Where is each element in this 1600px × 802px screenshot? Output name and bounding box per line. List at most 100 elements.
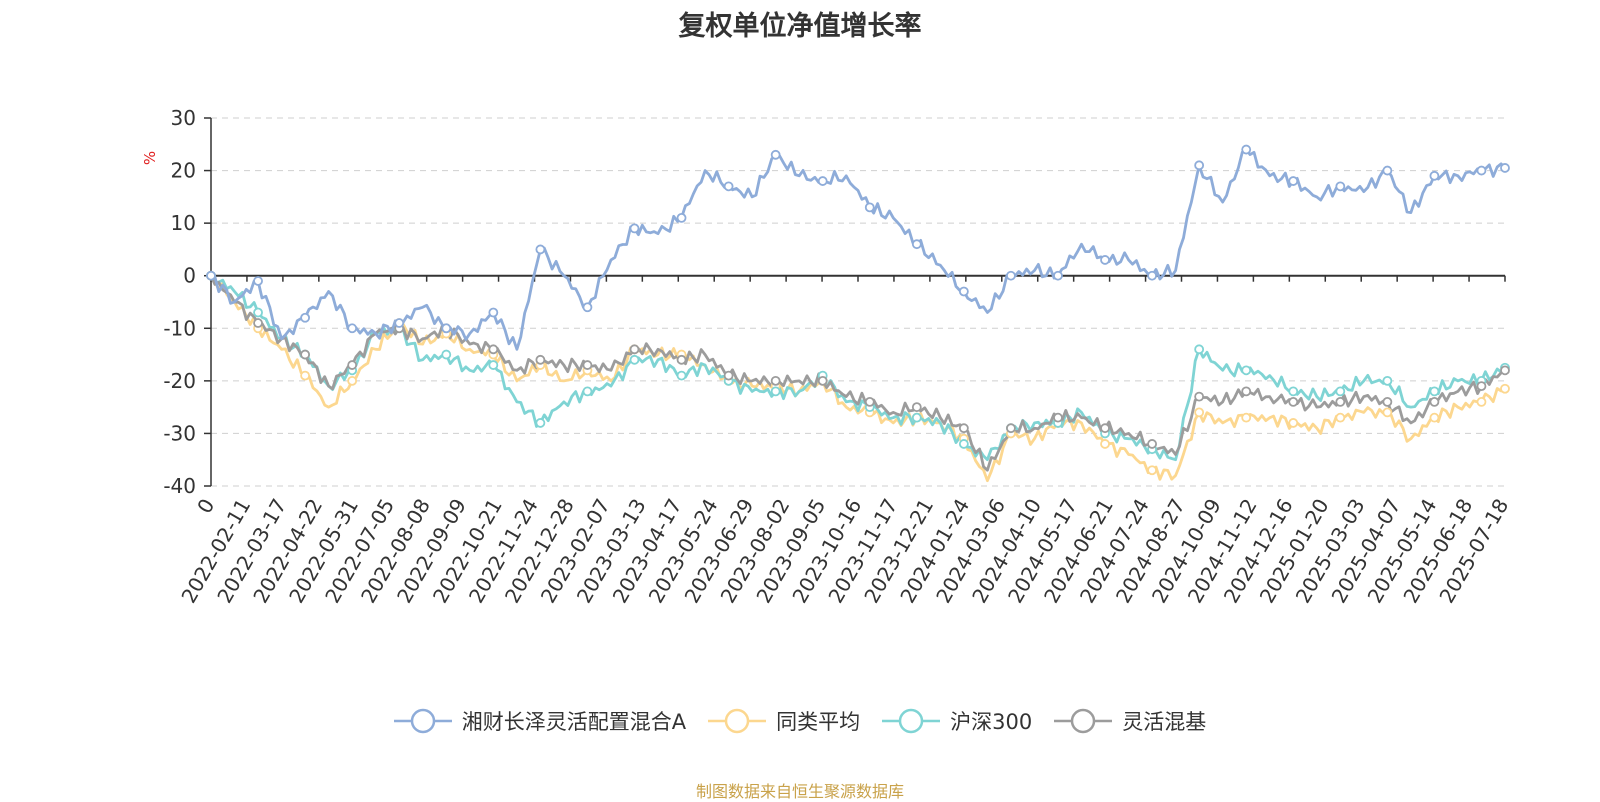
data-point xyxy=(911,412,922,423)
source-note: 制图数据来自恒生聚源数据库 xyxy=(695,782,904,801)
data-point xyxy=(1382,165,1393,176)
data-point xyxy=(676,212,687,223)
data-point xyxy=(676,354,687,365)
legend-item[interactable]: 沪深300 xyxy=(882,706,1032,736)
data-point xyxy=(770,149,781,160)
chart-legend: 湘财长泽灵活配置混合A 同类平均 沪深300 灵活混基 xyxy=(0,706,1600,736)
data-point xyxy=(206,270,216,281)
x-tick-label: 0 xyxy=(192,495,219,518)
data-point xyxy=(1382,407,1393,418)
data-point xyxy=(488,360,499,370)
data-point xyxy=(1241,412,1252,423)
data-point xyxy=(1476,165,1487,176)
series-line xyxy=(210,148,1507,351)
data-point xyxy=(1429,396,1440,407)
y-tick-label: -30 xyxy=(163,421,196,445)
data-point xyxy=(582,360,593,370)
data-point xyxy=(1053,412,1063,423)
y-tick-label: -40 xyxy=(163,474,196,498)
series-line xyxy=(209,274,1506,483)
y-tick-label: -20 xyxy=(163,369,196,393)
chart-title: 复权单位净值增长率 xyxy=(678,11,922,42)
data-point xyxy=(1100,439,1110,449)
data-point xyxy=(1382,375,1393,386)
data-point xyxy=(253,307,263,318)
data-point xyxy=(723,181,734,192)
data-point xyxy=(1288,386,1299,397)
data-point xyxy=(347,375,358,386)
data-point xyxy=(1147,465,1157,476)
data-point xyxy=(864,396,875,407)
legend-marker-icon xyxy=(393,708,452,734)
data-point xyxy=(817,176,828,186)
legend-label: 同类平均 xyxy=(776,710,861,734)
data-point xyxy=(1053,270,1063,281)
legend-marker-icon xyxy=(882,708,941,734)
data-point xyxy=(1100,255,1110,265)
data-point xyxy=(958,286,969,297)
y-tick-label: 20 xyxy=(171,159,196,183)
legend-marker-icon xyxy=(708,708,767,734)
data-point xyxy=(535,354,546,365)
data-point xyxy=(1241,365,1252,376)
series-line xyxy=(209,275,1506,472)
data-point xyxy=(1100,423,1110,434)
data-point xyxy=(582,386,593,397)
data-point xyxy=(488,307,499,318)
data-point xyxy=(1429,386,1440,397)
data-point xyxy=(1476,396,1487,407)
legend-marker-icon xyxy=(1054,708,1113,734)
data-point xyxy=(1382,396,1393,407)
data-point xyxy=(535,418,546,428)
data-point xyxy=(1288,418,1299,428)
data-point xyxy=(1500,365,1510,376)
data-point xyxy=(582,302,593,313)
data-point xyxy=(253,318,263,328)
data-point xyxy=(488,344,499,355)
legend-label: 灵活混基 xyxy=(1122,710,1207,734)
data-point xyxy=(347,323,358,334)
data-point xyxy=(1147,439,1157,449)
data-point xyxy=(1500,163,1510,173)
y-tick-label: -10 xyxy=(163,316,196,340)
data-point xyxy=(441,323,452,334)
legend-item[interactable]: 灵活混基 xyxy=(1054,706,1206,736)
data-point xyxy=(629,344,640,355)
data-point xyxy=(1335,386,1346,397)
data-point xyxy=(300,349,311,360)
y-tick-label: 30 xyxy=(171,106,196,130)
y-tick-label: 10 xyxy=(171,211,196,235)
data-point xyxy=(1335,396,1346,407)
data-point xyxy=(1241,144,1252,155)
legend-item[interactable]: 湘财长泽灵活配置混合A xyxy=(393,706,686,736)
data-point xyxy=(864,202,875,213)
data-point xyxy=(1147,270,1157,281)
data-point xyxy=(676,370,687,381)
series-line xyxy=(209,275,1507,462)
data-point xyxy=(958,423,969,434)
data-point xyxy=(1194,344,1205,355)
data-point xyxy=(817,375,828,386)
y-axis-label: % xyxy=(141,151,159,165)
data-point xyxy=(770,386,781,397)
legend-item[interactable]: 同类平均 xyxy=(708,706,860,736)
line-chart: 3020100-10-20-30-40%02022-02-112022-03-1… xyxy=(141,106,1513,607)
data-point xyxy=(300,312,311,323)
data-point xyxy=(1288,176,1299,186)
data-point xyxy=(1006,270,1016,281)
data-point xyxy=(394,318,405,328)
data-point xyxy=(958,439,969,449)
data-point xyxy=(253,276,263,286)
data-point xyxy=(535,244,546,255)
data-point xyxy=(1194,391,1205,402)
data-point xyxy=(1241,386,1252,397)
data-point xyxy=(911,239,922,250)
data-point xyxy=(723,370,734,381)
data-point xyxy=(629,223,640,234)
data-point xyxy=(1429,170,1440,181)
data-point xyxy=(1335,181,1346,192)
data-point xyxy=(1006,423,1016,434)
data-point xyxy=(1194,407,1205,418)
data-point xyxy=(1194,160,1205,171)
data-point xyxy=(300,370,311,381)
